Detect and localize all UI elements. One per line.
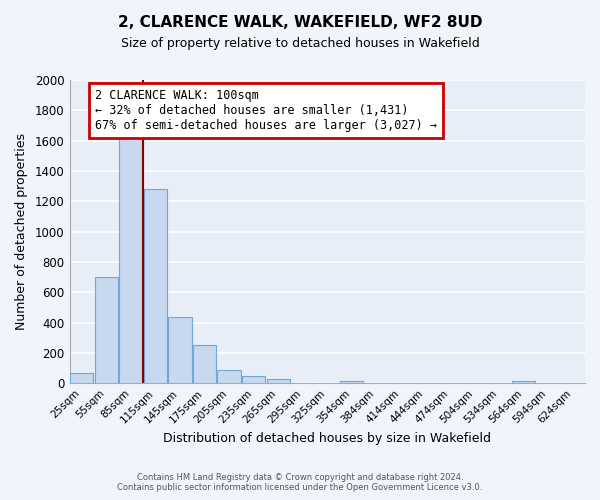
Text: 2, CLARENCE WALK, WAKEFIELD, WF2 8UD: 2, CLARENCE WALK, WAKEFIELD, WF2 8UD: [118, 15, 482, 30]
Bar: [193, 346, 216, 384]
Bar: [70, 372, 94, 384]
Text: Contains HM Land Registry data © Crown copyright and database right 2024.: Contains HM Land Registry data © Crown c…: [137, 474, 463, 482]
Text: Contains public sector information licensed under the Open Government Licence v3: Contains public sector information licen…: [118, 484, 482, 492]
Bar: [144, 189, 167, 384]
Text: Size of property relative to detached houses in Wakefield: Size of property relative to detached ho…: [121, 38, 479, 51]
Bar: [512, 380, 535, 384]
Bar: [169, 316, 191, 384]
Bar: [119, 134, 143, 384]
Y-axis label: Number of detached properties: Number of detached properties: [15, 133, 28, 330]
Bar: [340, 380, 364, 384]
Bar: [217, 370, 241, 384]
Bar: [95, 277, 118, 384]
Bar: [266, 379, 290, 384]
Bar: [242, 376, 265, 384]
X-axis label: Distribution of detached houses by size in Wakefield: Distribution of detached houses by size …: [163, 432, 491, 445]
Text: 2 CLARENCE WALK: 100sqm
← 32% of detached houses are smaller (1,431)
67% of semi: 2 CLARENCE WALK: 100sqm ← 32% of detache…: [95, 89, 437, 132]
